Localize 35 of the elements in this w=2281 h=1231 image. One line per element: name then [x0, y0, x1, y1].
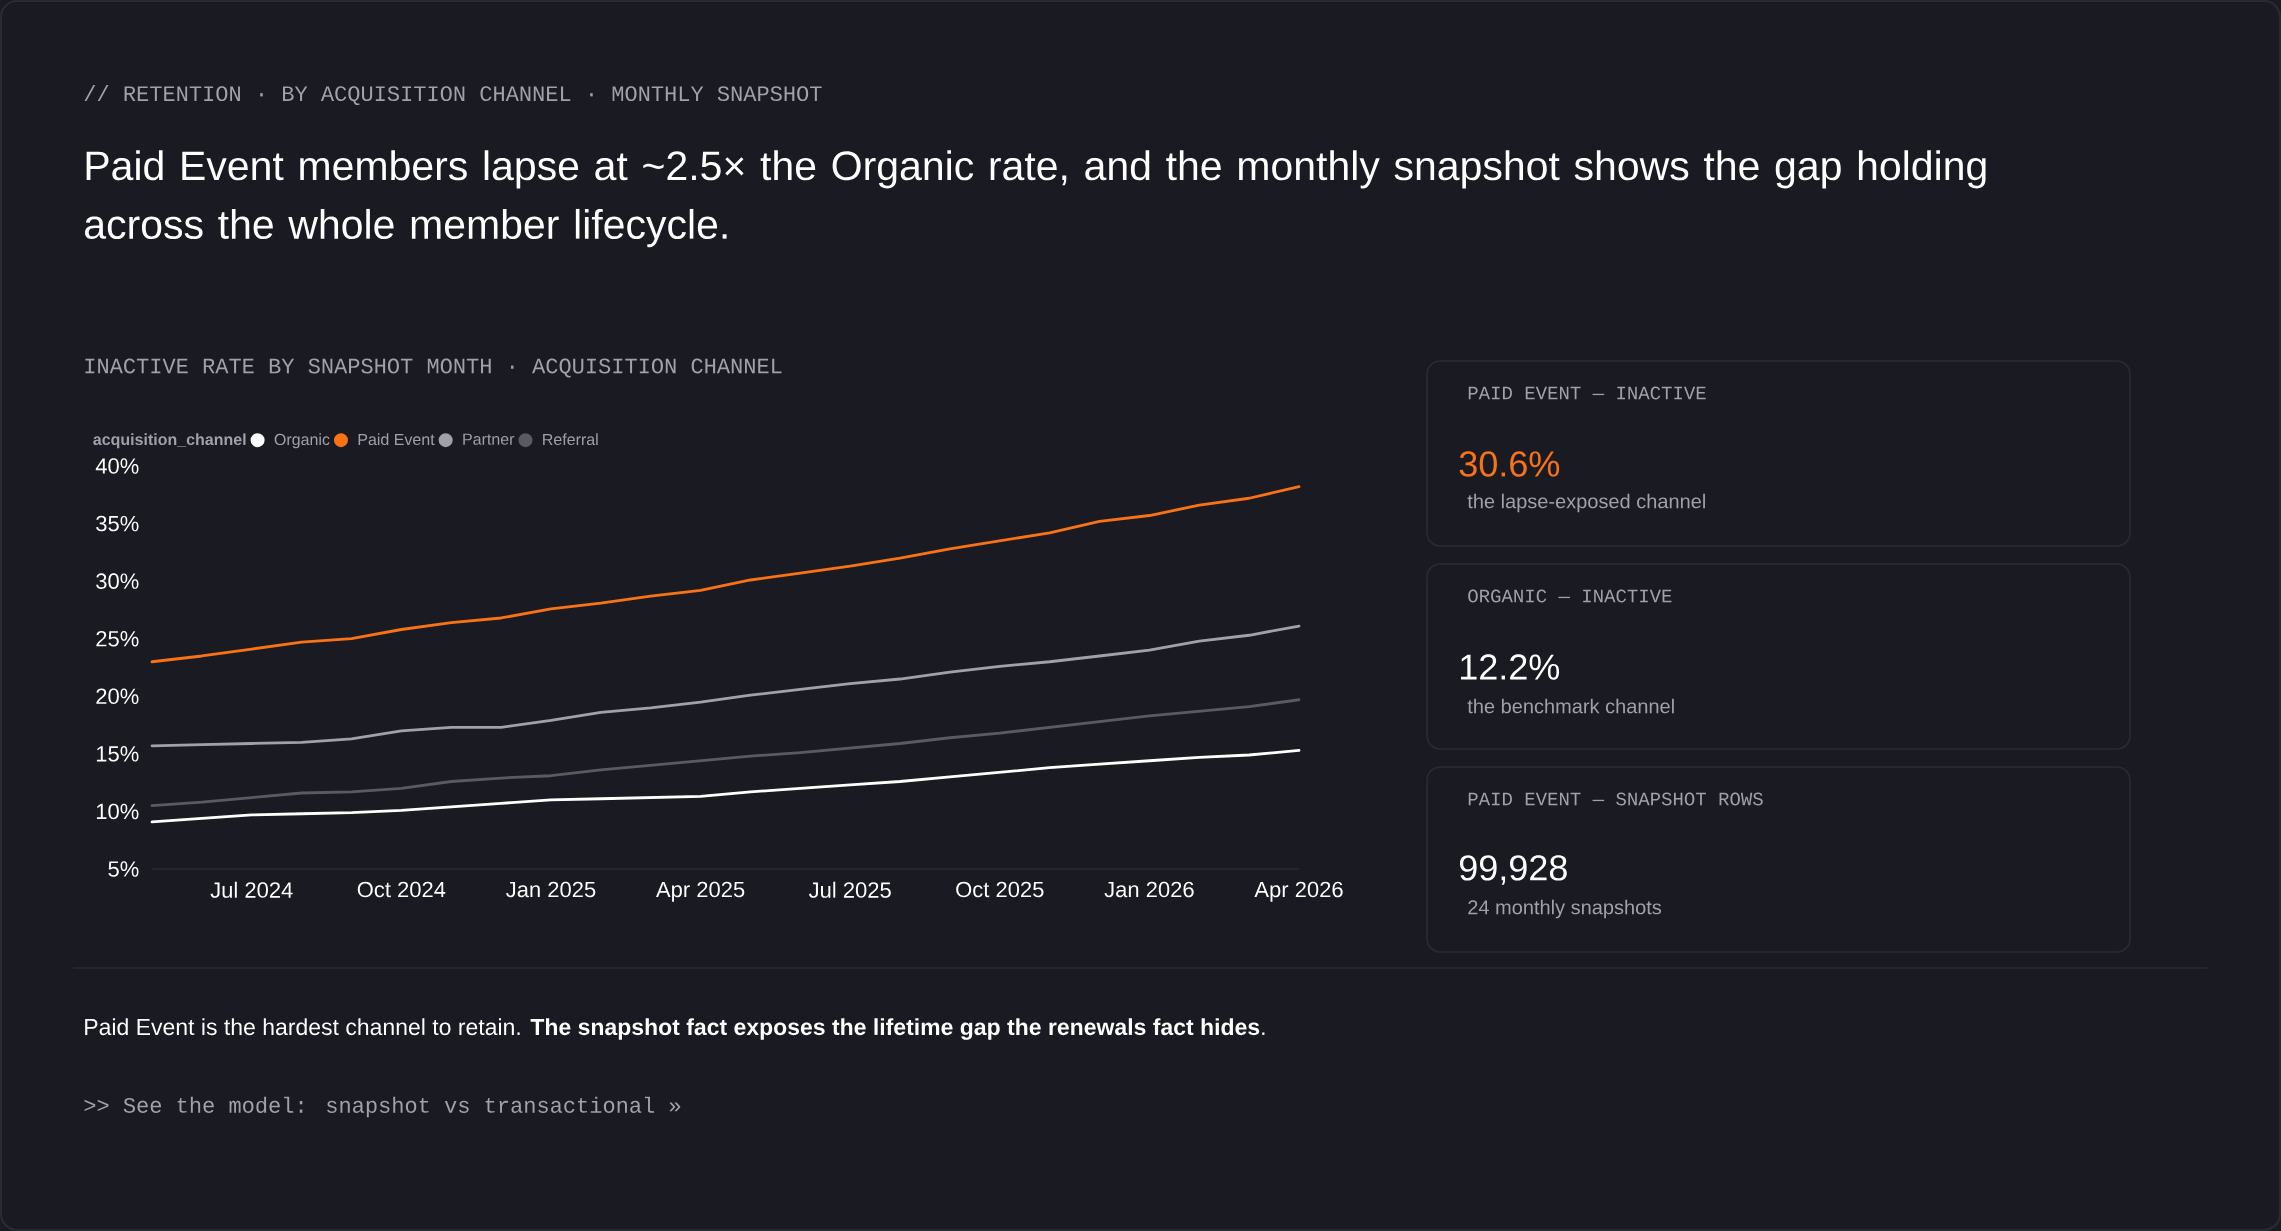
text: >> See the model: snapshot vs transactional » [84, 1096, 681, 1118]
x-tick-label: Oct 2024 [357, 881, 446, 898]
text: 99,928 [1459, 855, 1567, 885]
y-tick-label: 5% [108, 861, 139, 877]
y-tick-label: 10% [96, 803, 139, 820]
y-tick-label: 40% [95, 458, 139, 474]
text: 30.6% [1459, 451, 1560, 477]
legend-label: Organic [274, 433, 330, 449]
text: ORGANIC — INACTIVE [1468, 589, 1672, 603]
text: PAID EVENT — INACTIVE [1468, 386, 1706, 400]
text: PAID EVENT — SNAPSHOT ROWS [1468, 792, 1763, 806]
text: 12.2% [1461, 654, 1560, 680]
legend-label: Partner [463, 433, 515, 445]
x-tick-label: Jan 2026 [1104, 881, 1194, 898]
y-tick-label: 25% [96, 630, 139, 647]
x-tick-label: Oct 2025 [956, 881, 1044, 898]
text: Paid Event is the hardest channel to retain. The snapshot fact exposes the lifetime gap the renewals fact hides. [85, 1018, 1265, 1040]
x-tick-label: Jul 2024 [210, 881, 293, 898]
y-tick-label: 15% [96, 746, 139, 762]
text: the benchmark channel [1467, 698, 1674, 714]
chart-title: INACTIVE RATE BY SNAPSHOT MONTH · ACQUISITION CHANNEL [85, 358, 782, 378]
text: Paid Event members lapse at ~2.5× the Organic rate, and the monthly snapshot shows the gap holding across the whole member lifecycle. [85, 150, 1986, 248]
legend-label: Referral [543, 433, 598, 446]
x-tick-label: Jan 2025 [506, 881, 596, 898]
legend-label: Paid Event [358, 433, 435, 446]
x-tick-label: Jul 2025 [808, 881, 891, 898]
x-tick-label: Apr 2025 [655, 881, 745, 902]
text: 24 monthly snapshots [1468, 899, 1662, 919]
y-tick-label: 30% [96, 573, 139, 589]
legend-title: acquisition_channel [93, 433, 246, 449]
y-tick-label: 35% [96, 515, 139, 532]
x-tick-label: Apr 2026 [1254, 881, 1343, 902]
text: // RETENTION · BY ACQUISITION CHANNEL · MONTHLY SNAPSHOT [84, 84, 822, 106]
y-tick-label: 20% [96, 688, 139, 705]
text: the lapse-exposed channel [1467, 493, 1705, 513]
